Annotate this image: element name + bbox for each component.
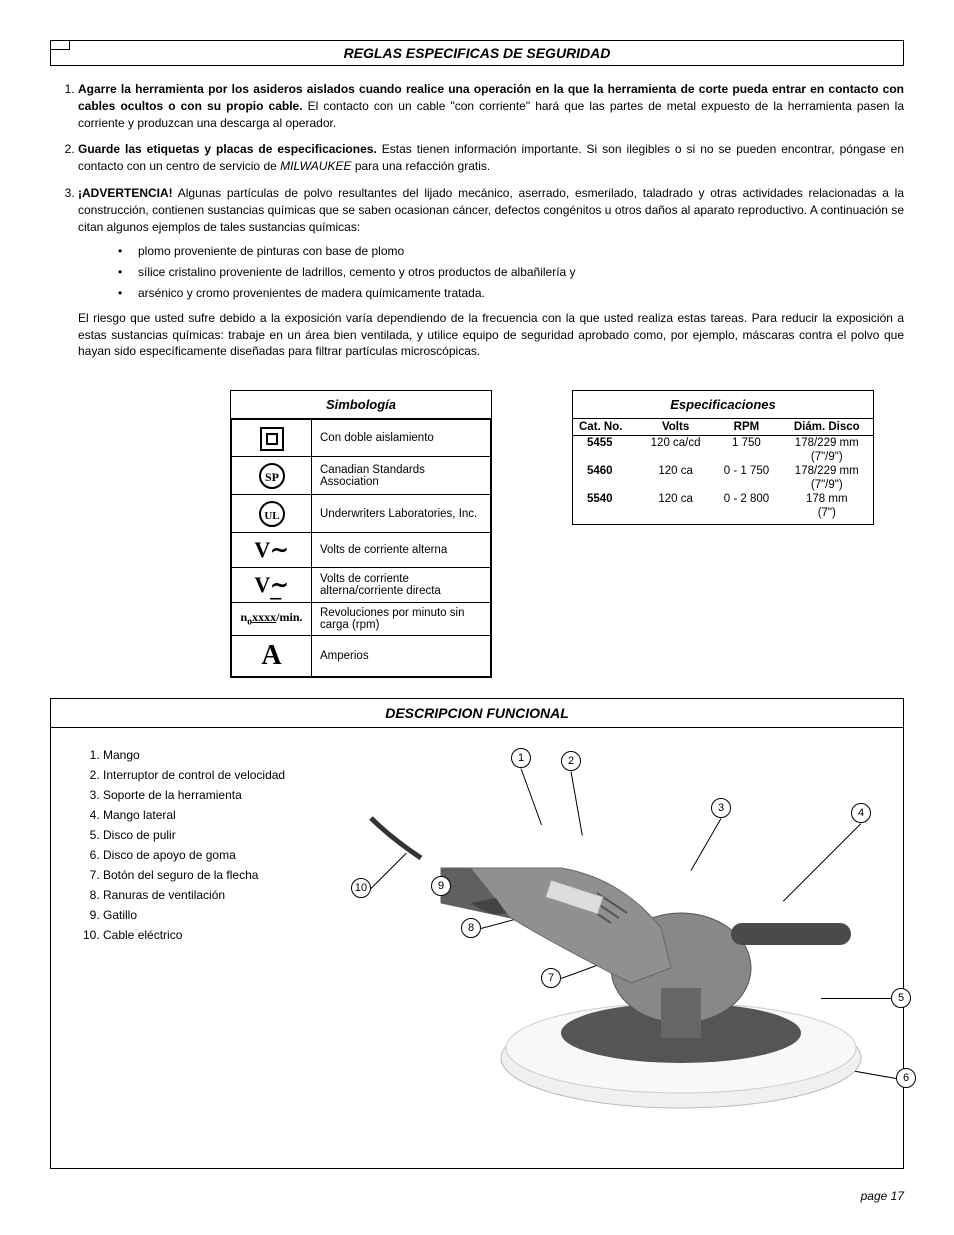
rule-bold: Guarde las etiquetas y placas de especif… — [78, 142, 377, 156]
list-item: Ranuras de ventilación — [103, 888, 331, 902]
spec-diam: 178/229 mm — [781, 436, 873, 451]
table-row: (7") — [573, 506, 873, 520]
callout-5: 5 — [891, 988, 911, 1008]
list-item: Disco de pulir — [103, 828, 331, 842]
table-row: UL Underwriters Laboratories, Inc. — [232, 495, 491, 533]
bullet-item: sílice cristalino proveniente de ladrill… — [118, 264, 904, 281]
rule-item: Agarre la herramienta por los asideros a… — [78, 81, 904, 131]
spec-volts: 120 ca/cd — [639, 436, 712, 451]
callout-7: 7 — [541, 968, 561, 988]
especificaciones-panel: Especificaciones Cat. No. Volts RPM Diám… — [572, 390, 874, 525]
ul-icon: UL — [232, 495, 312, 533]
spec-diam: 178/229 mm — [781, 464, 873, 478]
especificaciones-table: Cat. No. Volts RPM Diám. Disco 5455 120 … — [573, 419, 873, 524]
vacdc-icon: V∼– — [232, 568, 312, 603]
list-item: Cable eléctrico — [103, 928, 331, 942]
spec-volts: 120 ca — [639, 492, 712, 506]
spec-diam2: (7") — [781, 506, 873, 520]
table-row: 5455 120 ca/cd 1 750 178/229 mm — [573, 436, 873, 451]
rule-item: Guarde las etiquetas y placas de especif… — [78, 141, 904, 175]
table-row: 5460 120 ca 0 - 1 750 178/229 mm — [573, 464, 873, 478]
bullet-item: arsénico y cromo provenientes de madera … — [118, 285, 904, 302]
double-insulation-icon — [232, 420, 312, 457]
list-item: Soporte de la herramienta — [103, 788, 331, 802]
callout-3: 3 — [711, 798, 731, 818]
csa-icon: SP — [232, 457, 312, 495]
rule-after: El riesgo que usted sufre debido a la ex… — [78, 310, 904, 360]
table-row: (7"/9") — [573, 450, 873, 464]
funcional-panel: DESCRIPCION FUNCIONAL Mango Interruptor … — [50, 698, 904, 1169]
safety-rules-header: REGLAS ESPECIFICAS DE SEGURIDAD — [50, 40, 904, 66]
symbol-desc: Volts de corriente alterna/corriente dir… — [312, 568, 491, 603]
svg-text:UL: UL — [264, 510, 279, 522]
amp-icon: A — [232, 636, 312, 677]
spec-diam2: (7"/9") — [781, 450, 873, 464]
table-row: SP Canadian Standards Association — [232, 457, 491, 495]
col-header: Diám. Disco — [781, 419, 873, 436]
simbologia-table: Con doble aislamiento SP Canadian Standa… — [231, 419, 491, 677]
mid-tables-row: Simbología Con doble aislamiento SP Cana… — [50, 390, 904, 678]
vac-icon: V∼ — [232, 533, 312, 568]
simbologia-title: Simbología — [231, 391, 491, 419]
table-row: 5540 120 ca 0 - 2 800 178 mm — [573, 492, 873, 506]
table-row: A Amperios — [232, 636, 491, 677]
list-item: Interruptor de control de velocidad — [103, 768, 331, 782]
tool-diagram: 12345678910 — [341, 748, 883, 1128]
table-row: Con doble aislamiento — [232, 420, 491, 457]
funcional-body: Mango Interruptor de control de velocida… — [51, 728, 903, 1148]
svg-text:SP: SP — [264, 470, 278, 484]
list-item: Botón del seguro de la flecha — [103, 868, 331, 882]
spec-diam: 178 mm — [781, 492, 873, 506]
rule-item: ¡ADVERTENCIA! Algunas partículas de polv… — [78, 185, 904, 360]
bullet-item: plomo proveniente de pinturas con base d… — [118, 243, 904, 260]
col-header: Volts — [639, 419, 712, 436]
callout-4: 4 — [851, 803, 871, 823]
symbol-desc: Amperios — [312, 636, 491, 677]
simbologia-panel: Simbología Con doble aislamiento SP Cana… — [230, 390, 492, 678]
symbol-desc: Revoluciones por minuto sin carga (rpm) — [312, 603, 491, 636]
spec-rpm: 0 - 1 750 — [712, 464, 780, 478]
spec-volts: 120 ca — [639, 464, 712, 478]
spec-cat: 5455 — [573, 436, 639, 451]
callout-2: 2 — [561, 751, 581, 771]
funcional-title: DESCRIPCION FUNCIONAL — [51, 699, 903, 728]
table-row: (7"/9") — [573, 478, 873, 492]
spec-rpm: 0 - 2 800 — [712, 492, 780, 506]
page-number: page 17 — [50, 1189, 904, 1203]
spec-rpm: 1 750 — [712, 436, 780, 451]
list-item: Mango lateral — [103, 808, 331, 822]
spec-diam2: (7"/9") — [781, 478, 873, 492]
callout-8: 8 — [461, 918, 481, 938]
list-item: Disco de apoyo de goma — [103, 848, 331, 862]
list-item: Mango — [103, 748, 331, 762]
col-header: Cat. No. — [573, 419, 639, 436]
table-row: V∼ Volts de corriente alterna — [232, 533, 491, 568]
funcional-parts-list: Mango Interruptor de control de velocida… — [71, 748, 331, 1128]
callout-6: 6 — [896, 1068, 916, 1088]
safety-rules-title: REGLAS ESPECIFICAS DE SEGURIDAD — [344, 45, 611, 61]
rule-bold: ¡ADVERTENCIA! — [78, 186, 173, 200]
tool-illustration — [361, 808, 881, 1128]
col-header: RPM — [712, 419, 780, 436]
symbol-desc: Underwriters Laboratories, Inc. — [312, 495, 491, 533]
spec-cat: 5460 — [573, 464, 639, 478]
callout-1: 1 — [511, 748, 531, 768]
rule-text: Algunas partículas de polvo resultantes … — [78, 186, 904, 234]
table-header-row: Cat. No. Volts RPM Diám. Disco — [573, 419, 873, 436]
symbol-desc: Volts de corriente alterna — [312, 533, 491, 568]
especificaciones-title: Especificaciones — [573, 391, 873, 419]
callout-10: 10 — [351, 878, 371, 898]
list-item: Gatillo — [103, 908, 331, 922]
rule-bullets: plomo proveniente de pinturas con base d… — [78, 243, 904, 301]
table-row: V∼– Volts de corriente alterna/corriente… — [232, 568, 491, 603]
callout-9: 9 — [431, 876, 451, 896]
symbol-desc: Con doble aislamiento — [312, 420, 491, 457]
header-tab — [50, 40, 70, 50]
symbol-desc: Canadian Standards Association — [312, 457, 491, 495]
safety-rules-list: Agarre la herramienta por los asideros a… — [50, 81, 904, 360]
spec-cat: 5540 — [573, 492, 639, 506]
